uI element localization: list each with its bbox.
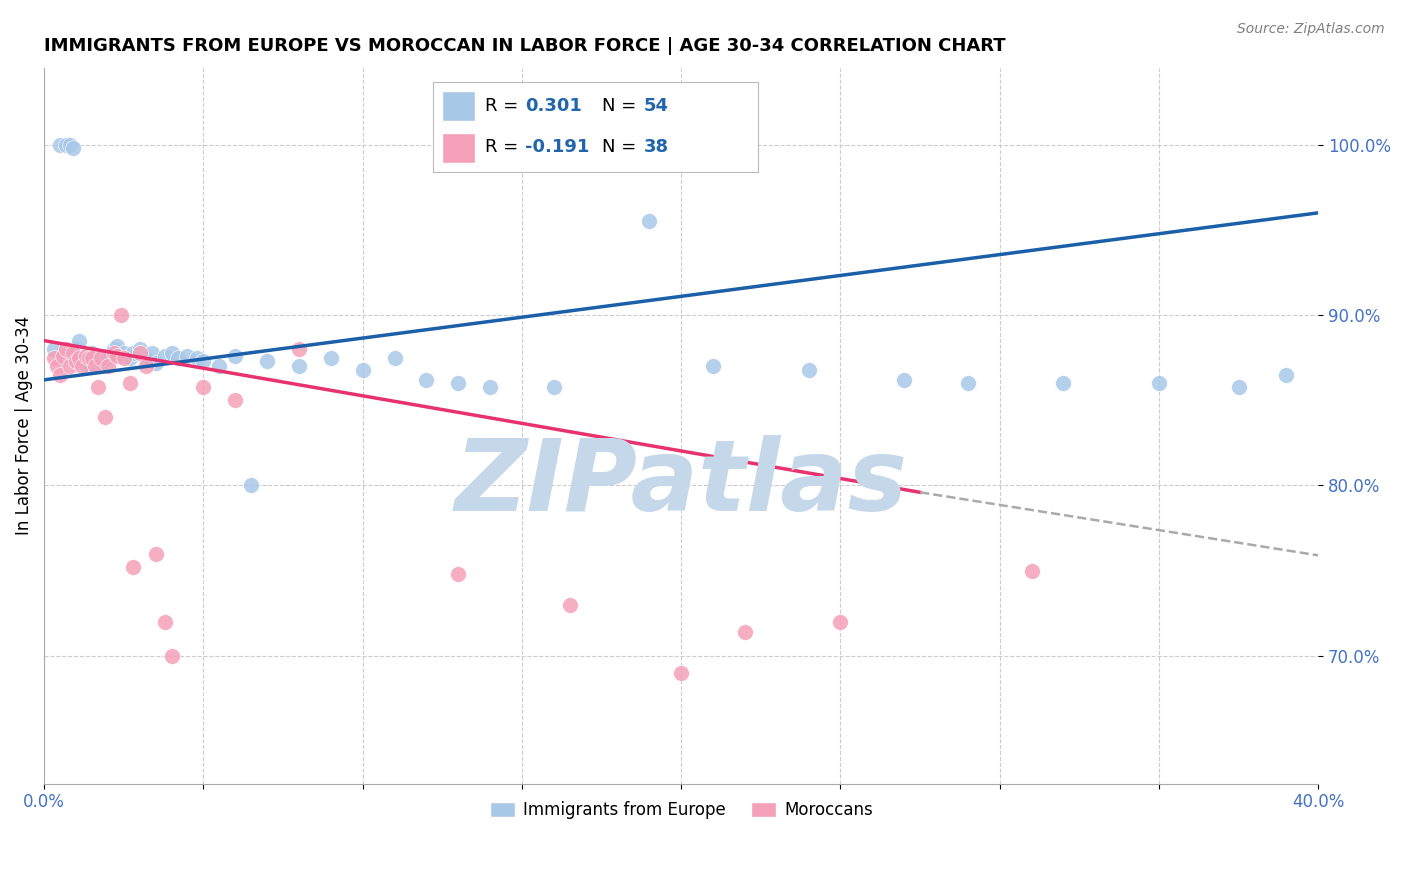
Point [135, 359, 157, 374]
Legend: Immigrants from Europe, Moroccans: Immigrants from Europe, Moroccans [482, 794, 879, 825]
Point [75, 349, 97, 363]
Point [84, 354, 107, 368]
Point [638, 214, 661, 228]
Point [415, 373, 437, 387]
Point [384, 351, 406, 365]
Point [93, 410, 115, 425]
Point [558, 598, 581, 612]
Point [55, 342, 77, 356]
Point [128, 345, 150, 359]
Point [893, 373, 915, 387]
Point [224, 393, 246, 408]
Point [103, 342, 125, 356]
Point [112, 345, 135, 359]
Point [319, 351, 342, 365]
Point [42, 342, 65, 356]
Point [62, 345, 84, 359]
Point [1275, 368, 1298, 382]
Point [479, 379, 502, 393]
Point [110, 349, 132, 363]
Point [62, 141, 84, 155]
Point [288, 342, 311, 356]
Point [87, 379, 110, 393]
Point [141, 345, 163, 359]
Point [90, 356, 112, 370]
Point [45, 359, 67, 374]
Point [84, 359, 107, 374]
Point [797, 362, 820, 376]
Point [193, 379, 215, 393]
Point [122, 345, 145, 359]
Point [49, 368, 72, 382]
Point [103, 345, 125, 359]
Point [240, 478, 263, 492]
Point [153, 349, 176, 363]
Point [1227, 379, 1250, 393]
Point [1147, 376, 1170, 391]
Point [58, 359, 80, 374]
Point [72, 351, 94, 365]
Point [543, 379, 565, 393]
Text: IMMIGRANTS FROM EUROPE VS MOROCCAN IN LABOR FORCE | AGE 30-34 CORRELATION CHART: IMMIGRANTS FROM EUROPE VS MOROCCAN IN LA… [44, 37, 1005, 55]
Point [830, 615, 852, 629]
Y-axis label: In Labor Force | Age 30-34: In Labor Force | Age 30-34 [15, 317, 32, 535]
Point [67, 351, 90, 365]
Point [49, 137, 72, 152]
Point [97, 359, 120, 374]
Point [52, 349, 75, 363]
Point [77, 359, 100, 374]
Point [77, 351, 100, 365]
Point [100, 345, 122, 359]
Point [167, 351, 190, 365]
Point [145, 356, 167, 370]
Point [87, 359, 110, 374]
Point [72, 359, 94, 374]
Point [208, 359, 231, 374]
Point [669, 665, 692, 680]
Point [105, 339, 128, 353]
Point [176, 349, 198, 363]
Point [110, 308, 132, 322]
Point [122, 560, 145, 574]
Point [105, 349, 128, 363]
Point [58, 137, 80, 152]
Point [67, 334, 90, 348]
Point [80, 351, 103, 365]
Point [145, 547, 167, 561]
Point [447, 376, 470, 391]
Point [65, 354, 87, 368]
Point [128, 342, 150, 356]
Point [93, 351, 115, 365]
Point [352, 362, 374, 376]
Point [135, 351, 157, 365]
Text: ZIPatlas: ZIPatlas [454, 434, 908, 532]
Point [97, 351, 120, 365]
Point [702, 359, 724, 374]
Point [153, 615, 176, 629]
Point [1052, 376, 1074, 391]
Point [186, 351, 208, 365]
Point [224, 349, 246, 363]
Point [55, 137, 77, 152]
Point [447, 567, 470, 582]
Point [734, 625, 756, 640]
Point [956, 376, 979, 391]
Point [120, 351, 142, 365]
Point [65, 342, 87, 356]
Point [120, 376, 142, 391]
Point [193, 354, 215, 368]
Point [80, 345, 103, 359]
Text: Source: ZipAtlas.com: Source: ZipAtlas.com [1237, 22, 1385, 37]
Point [160, 648, 183, 663]
Point [256, 354, 278, 368]
Point [160, 345, 183, 359]
Point [42, 351, 65, 365]
Point [288, 359, 311, 374]
Point [75, 356, 97, 370]
Point [1021, 564, 1043, 578]
Point [90, 351, 112, 365]
Point [112, 351, 135, 365]
